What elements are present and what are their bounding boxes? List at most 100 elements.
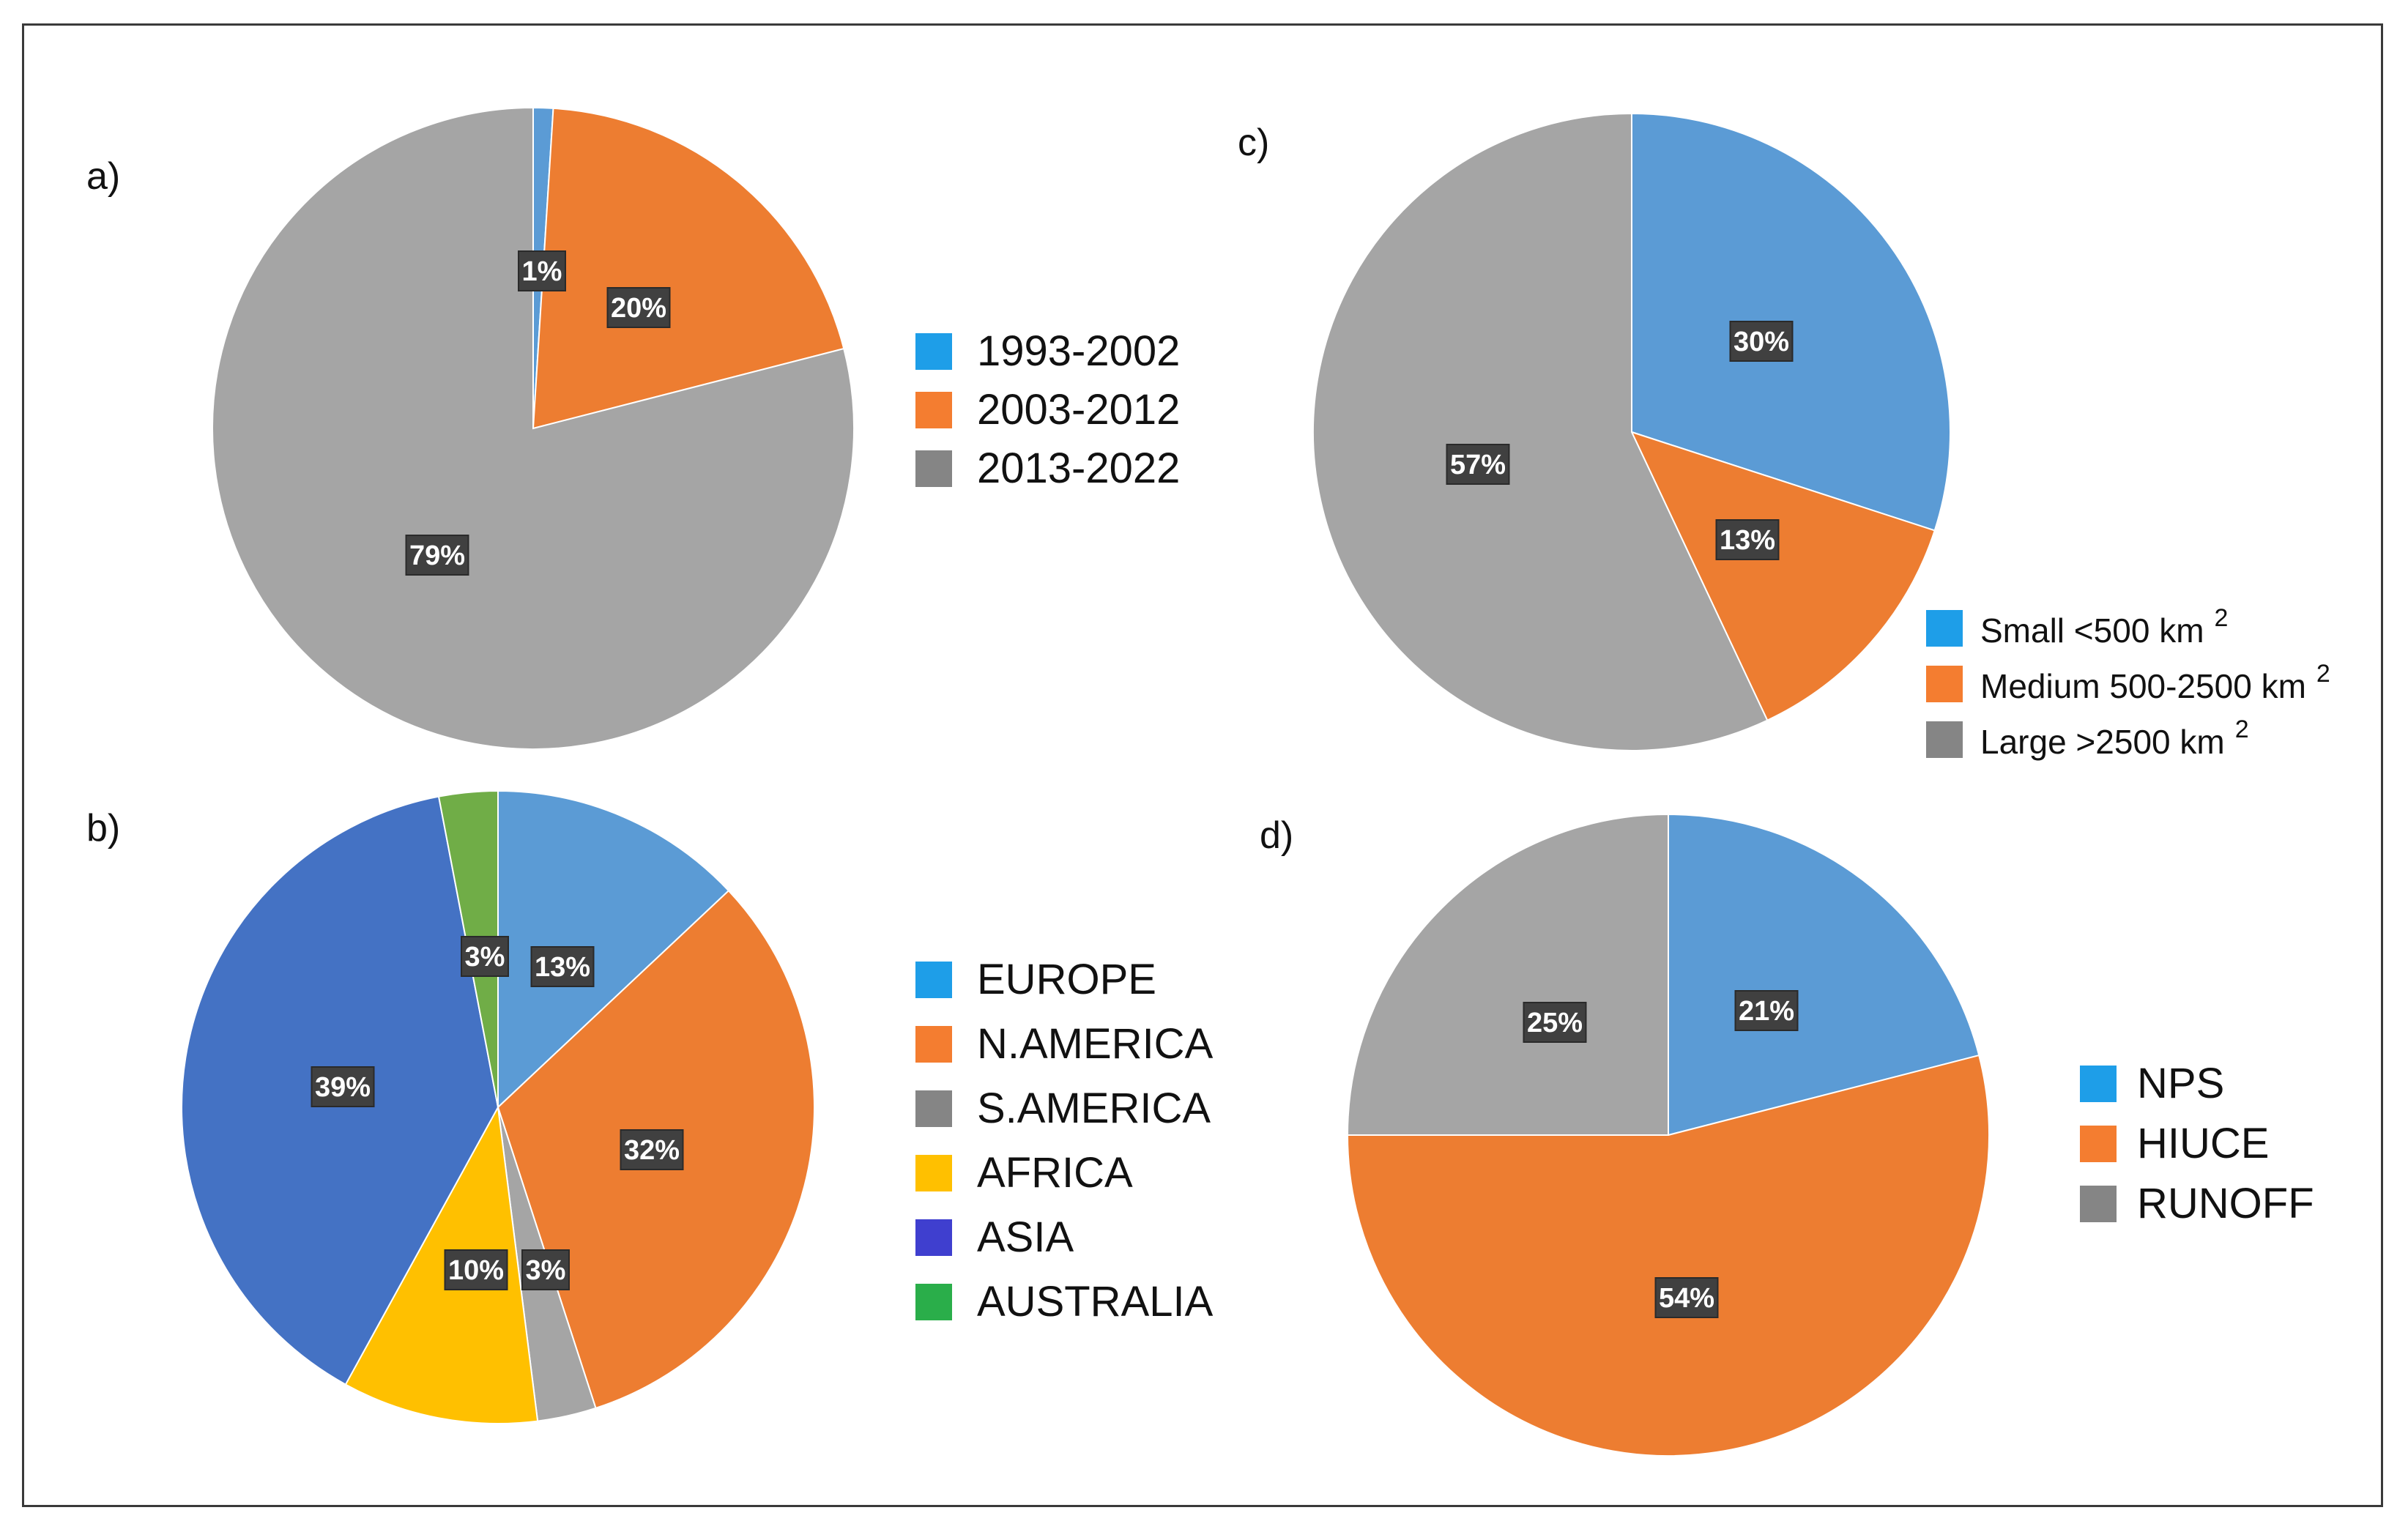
legend-label: NPS [2137, 1060, 2224, 1107]
pie-slice-medium-500-2500-km-2 [1630, 431, 1936, 721]
legend-item: 2003-2012 [915, 386, 1180, 434]
data-label-text: 13% [1720, 525, 1775, 556]
legend: EUROPE N.AMERICA S.AMERICA AFRICA ASIA AUSTRA… [915, 956, 1214, 1325]
data-label: 21% [1734, 990, 1799, 1031]
pie-slice-hiuce [1346, 1054, 1990, 1457]
data-label: 13% [1715, 519, 1780, 560]
data-label-box [518, 250, 566, 291]
legend-label: N.AMERICA [977, 1020, 1214, 1068]
data-label-text: 3% [465, 942, 505, 973]
pie-slice-europe [497, 789, 730, 1109]
data-label-text: 57% [1450, 450, 1506, 480]
legend-swatch [2080, 1066, 2117, 1102]
legend-item: Small <500 km 2 [1926, 604, 2228, 650]
legend-item: HIUCE [2080, 1120, 2269, 1167]
chart-4: d) 21% 54% 25% NPS HIUCE RUNOFF [1260, 813, 2314, 1457]
pie-slice-2013-2022 [212, 106, 855, 750]
legend-swatch [915, 1155, 952, 1191]
legend-swatch [915, 450, 952, 487]
panel-label: a) [86, 155, 120, 198]
panel-label: b) [86, 807, 120, 849]
data-label-box [461, 936, 509, 977]
legend-item: S.AMERICA [915, 1085, 1211, 1132]
data-label-box [311, 1066, 375, 1107]
data-label-text: 20% [611, 293, 666, 324]
legend-swatch [915, 962, 952, 998]
pie-slice-runoff [1346, 813, 1669, 1136]
pie-slice-africa [344, 1104, 539, 1424]
data-label-text: 54% [1659, 1283, 1714, 1314]
data-label: 13% [530, 946, 595, 987]
legend-item: N.AMERICA [915, 1020, 1214, 1068]
data-label: 25% [1523, 1002, 1587, 1043]
legend-item: NPS [2080, 1060, 2224, 1107]
data-label-box [405, 535, 469, 576]
data-label: 79% [405, 535, 469, 576]
data-label-text: 79% [409, 540, 465, 571]
data-label-box [1734, 990, 1799, 1031]
legend-swatch [915, 392, 952, 428]
legend-item: ASIA [915, 1213, 1074, 1261]
legend-swatch [915, 1026, 952, 1063]
data-label-text: 10% [448, 1255, 504, 1286]
legend-label: HIUCE [2137, 1120, 2269, 1167]
legend-item: EUROPE [915, 956, 1156, 1003]
legend-swatch [915, 1219, 952, 1256]
legend-superscript: 2 [2235, 715, 2249, 743]
legend-swatch [1926, 610, 1963, 647]
legend-swatch [915, 1090, 952, 1127]
legend-label: AFRICA [977, 1149, 1133, 1197]
data-label-box [1715, 519, 1780, 560]
data-label: 54% [1654, 1277, 1719, 1318]
legend: NPS HIUCE RUNOFF [2080, 1060, 2314, 1227]
legend-label: Small <500 km 2 [1980, 604, 2228, 650]
legend: Small <500 km 2 Medium 500-2500 km 2 Large >… [1926, 604, 2330, 761]
legend-item: 1993-2002 [915, 327, 1180, 375]
data-label: 39% [311, 1066, 375, 1107]
data-label: 10% [444, 1249, 508, 1290]
legend-label: RUNOFF [2137, 1180, 2314, 1227]
data-label: 32% [620, 1129, 684, 1170]
chart-3: c) 30% 13% 57% Small <500 km 2 Medium 500-2500… [1238, 112, 2330, 761]
legend-item: AFRICA [915, 1149, 1133, 1197]
legend-item: Medium 500-2500 km 2 [1926, 660, 2330, 705]
legend-label: 2003-2012 [977, 386, 1180, 434]
data-label-box [1654, 1277, 1719, 1318]
data-label: 3% [461, 936, 509, 977]
legend-swatch [1926, 721, 1963, 758]
data-label: 1% [518, 250, 566, 291]
legend-superscript: 2 [2316, 660, 2330, 688]
legend-superscript: 2 [2215, 604, 2229, 632]
legend-label: ASIA [977, 1213, 1074, 1261]
data-label-text: 30% [1733, 327, 1789, 357]
legend-swatch [2080, 1126, 2117, 1162]
legend-item: RUNOFF [2080, 1180, 2314, 1227]
panel-label: d) [1260, 814, 1293, 857]
legend-swatch [1926, 666, 1963, 702]
data-label-box [620, 1129, 684, 1170]
data-label-box [521, 1249, 570, 1290]
chart-2: b) 13% 32% 3% 10% 39% 3% EUROPE N.AMERICA S.AMERI… [86, 789, 1214, 1424]
data-label-box [1446, 444, 1510, 485]
data-label-text: 39% [315, 1072, 371, 1103]
legend-label: S.AMERICA [977, 1085, 1211, 1132]
data-label: 57% [1446, 444, 1510, 485]
legend-label: Large >2500 km 2 [1980, 715, 2249, 761]
chart-1: a) 1% 20% 79% 1993-2002 2003-2012 2013-2022 [86, 106, 1180, 750]
data-label-text: 25% [1527, 1008, 1583, 1038]
data-label-text: 13% [535, 952, 590, 983]
data-label-text: 3% [526, 1255, 566, 1286]
legend-item: Large >2500 km 2 [1926, 715, 2249, 761]
legend: 1993-2002 2003-2012 2013-2022 [915, 327, 1180, 492]
data-label: 20% [606, 287, 671, 328]
pie-slice-2003-2012 [532, 107, 845, 430]
panel-label: c) [1238, 122, 1269, 164]
legend-label: Medium 500-2500 km 2 [1980, 660, 2330, 705]
data-label-box [530, 946, 595, 987]
legend-item: 2013-2022 [915, 445, 1180, 492]
legend-swatch [2080, 1186, 2117, 1222]
data-label-text: 1% [522, 256, 562, 287]
data-label: 3% [521, 1249, 570, 1290]
legend-label: AUSTRALIA [977, 1278, 1214, 1325]
